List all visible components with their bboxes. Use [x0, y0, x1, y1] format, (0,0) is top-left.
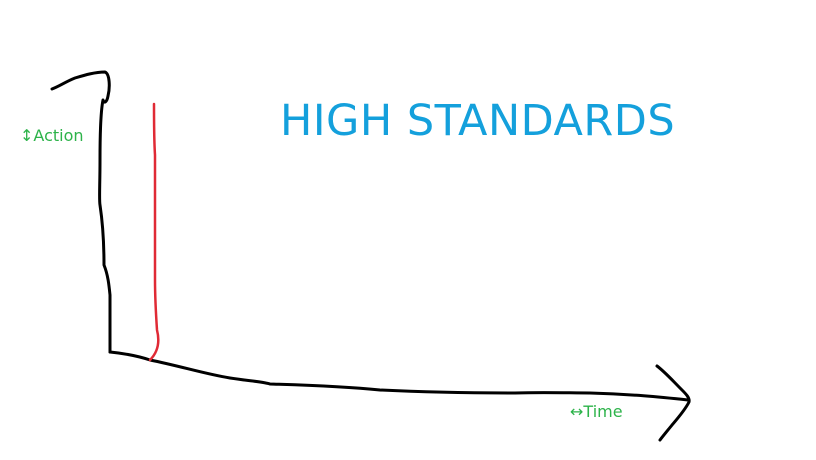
x-axis-arrowhead — [655, 364, 691, 442]
high-standard-line — [148, 102, 160, 362]
diagram-title: HIGH STANDARDS — [280, 96, 676, 146]
y-axis-line — [50, 70, 112, 354]
x-axis-label: ↔Time — [570, 402, 623, 421]
x-axis-line — [108, 350, 690, 402]
y-axis-label: ↕Action — [20, 126, 84, 145]
